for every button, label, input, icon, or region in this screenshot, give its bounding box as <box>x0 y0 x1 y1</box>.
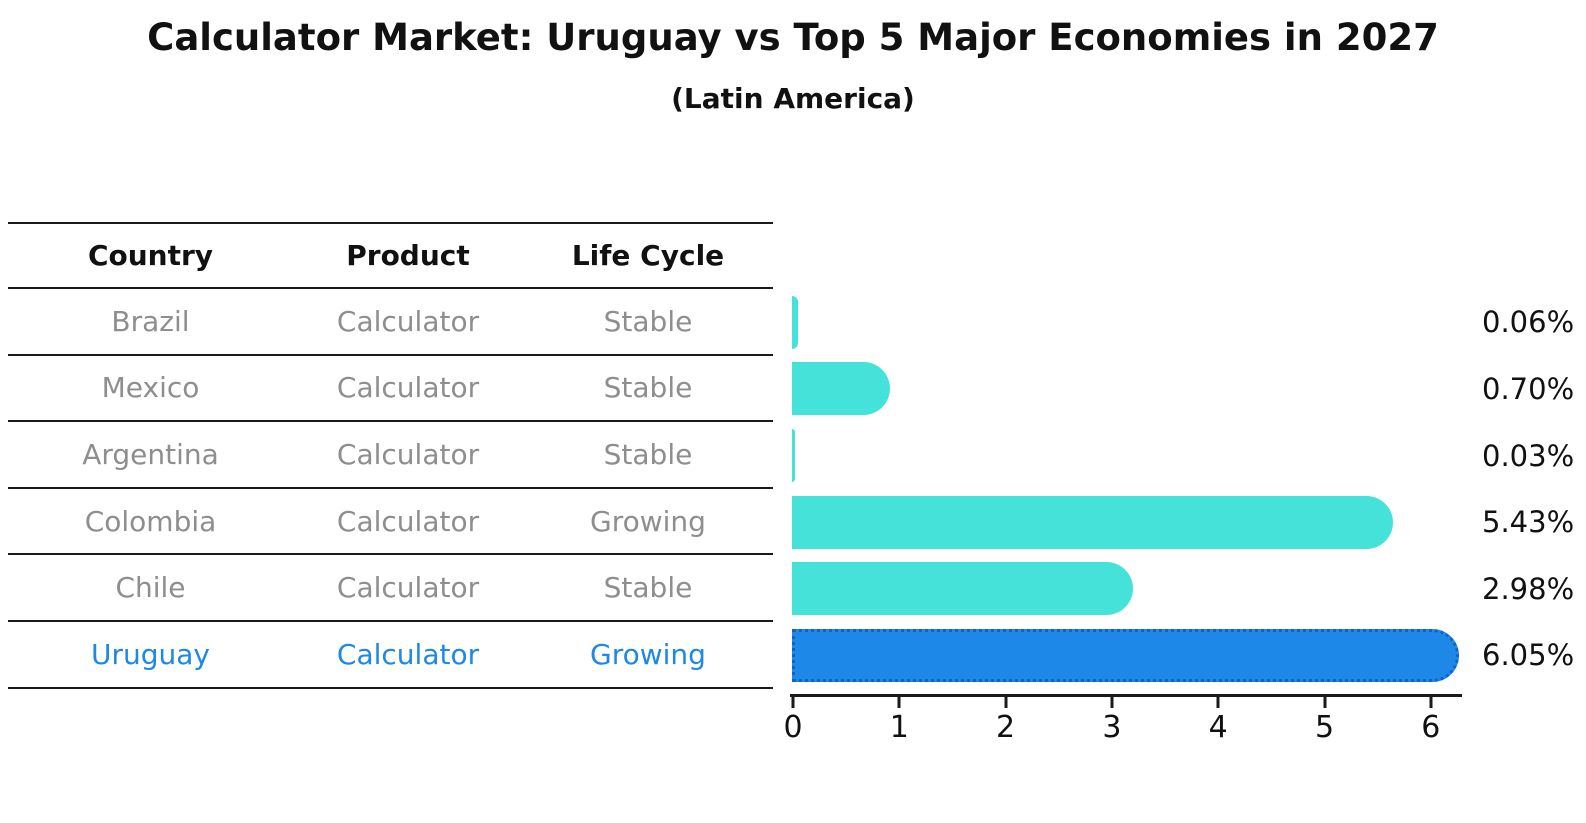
x-axis-tick-mark <box>1323 697 1326 708</box>
table-cell-product: Calculator <box>336 637 480 671</box>
value-label-colombia: 5.43% <box>1482 505 1575 540</box>
x-axis-tick-label: 4 <box>1208 710 1228 745</box>
table-cell-country: Mexico <box>101 371 200 405</box>
bar-chile <box>792 562 1133 616</box>
table-header-country: Country <box>87 239 214 272</box>
value-label-uruguay: 6.05% <box>1482 638 1575 673</box>
table-row: Uruguay Calculator Growing <box>8 622 773 689</box>
x-axis-tick-mark <box>897 697 901 708</box>
data-table: Country Product Life Cycle Brazil Calcula… <box>8 222 773 689</box>
table-cell-life-cycle: Stable <box>603 571 693 605</box>
x-axis-tick-label: 0 <box>783 710 803 745</box>
x-axis-tick-mark <box>1004 697 1008 708</box>
bar-mexico <box>792 362 891 416</box>
table-cell-life-cycle: Growing <box>590 504 706 538</box>
table-cell-life-cycle: Growing <box>590 637 706 671</box>
value-label-brazil: 0.06% <box>1482 305 1575 340</box>
table-row: Argentina Calculator Stable <box>8 422 773 489</box>
x-axis-tick-label: 1 <box>889 710 909 745</box>
x-axis-tick-label: 2 <box>996 710 1016 745</box>
table-row: Chile Calculator Stable <box>8 555 773 622</box>
table-cell-product: Calculator <box>336 504 480 538</box>
bar-argentina <box>792 429 796 482</box>
table-cell-product: Calculator <box>336 571 480 605</box>
bar-brazil <box>792 295 799 349</box>
table-cell-country: Colombia <box>84 504 217 538</box>
value-label-argentina: 0.03% <box>1482 438 1575 473</box>
table-cell-country: Argentina <box>82 437 219 471</box>
x-axis-tick-label: 3 <box>1102 710 1122 745</box>
table-header-product: Product <box>346 239 470 272</box>
x-axis-tick-label: 5 <box>1314 710 1335 745</box>
table-header-life-cycle: Life Cycle <box>571 239 725 272</box>
table-cell-product: Calculator <box>336 437 480 471</box>
x-axis-tick-mark <box>791 697 795 708</box>
x-axis-line <box>790 694 1462 697</box>
bar-uruguay <box>792 628 1460 682</box>
table-cell-product: Calculator <box>336 371 480 405</box>
value-label-chile: 2.98% <box>1482 571 1575 606</box>
table-cell-life-cycle: Stable <box>603 437 693 471</box>
table-cell-country: Uruguay <box>91 637 210 671</box>
table-rows: Brazil Calculator Stable Mexico Calculator St… <box>8 289 773 689</box>
x-axis-tick-mark <box>1110 697 1114 708</box>
x-axis-tick-mark <box>1429 697 1433 708</box>
table-row: Brazil Calculator Stable <box>8 289 773 356</box>
x-axis-tick-mark <box>1216 697 1220 708</box>
value-label-mexico: 0.70% <box>1482 371 1575 406</box>
table-row: Mexico Calculator Stable <box>8 356 773 423</box>
table-cell-life-cycle: Stable <box>603 304 693 338</box>
table-cell-product: Calculator <box>336 304 480 338</box>
chart-subtitle: (Latin America) <box>671 82 915 115</box>
bar-colombia <box>792 495 1394 549</box>
table-cell-country: Chile <box>115 571 186 605</box>
table-row: Colombia Calculator Growing <box>8 489 773 556</box>
table-cell-country: Brazil <box>111 304 190 338</box>
table-cell-life-cycle: Stable <box>603 371 693 405</box>
chart-title: Calculator Market: Uruguay vs Top 5 Majo… <box>147 16 1439 59</box>
table-header-row: Country Product Life Cycle <box>8 222 773 289</box>
x-axis-tick-label: 6 <box>1421 710 1441 745</box>
